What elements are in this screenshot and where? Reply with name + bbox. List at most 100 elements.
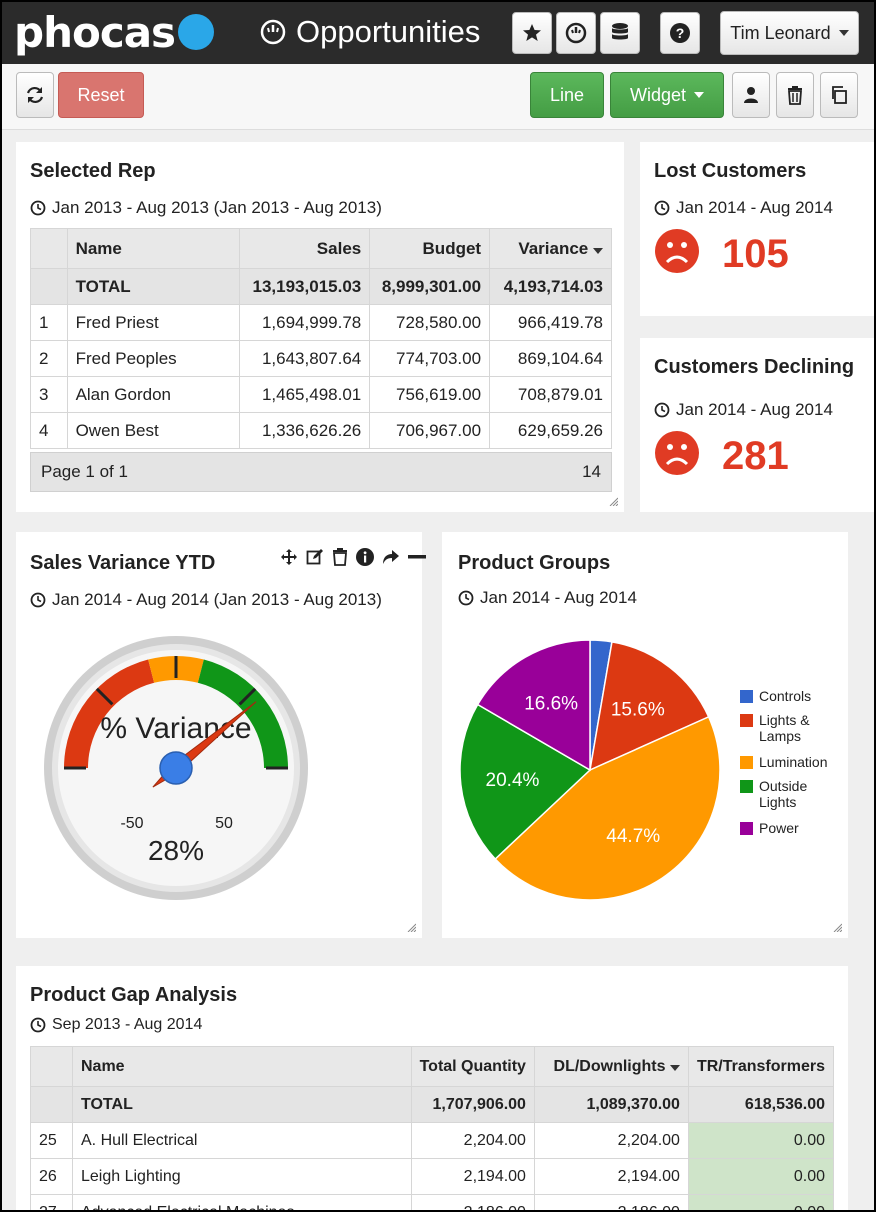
legend-item[interactable]: Outside Lights <box>740 778 840 810</box>
date-range: Jan 2014 - Aug 2014 <box>654 400 833 420</box>
panel-title: Lost Customers <box>654 160 807 182</box>
resize-handle-icon[interactable] <box>608 496 618 506</box>
line-button[interactable]: Line <box>530 72 604 118</box>
lost-customers-panel[interactable]: Lost Customers Jan 2014 - Aug 2014 105 <box>640 142 874 316</box>
gauge-tick <box>238 687 257 706</box>
gauge-min-label: -50 <box>120 815 143 832</box>
refresh-button[interactable] <box>16 72 54 118</box>
row-number <box>30 268 68 305</box>
table-row[interactable]: 27 Advanced Electrical Machines 2,186.00… <box>30 1194 835 1210</box>
column-header-total-quantity[interactable]: Total Quantity <box>410 1046 535 1087</box>
clock-icon <box>30 1017 46 1033</box>
chevron-down-icon <box>694 92 705 98</box>
legend-item[interactable]: Lights & Lamps <box>740 712 840 744</box>
column-header-transformers[interactable]: TR/Transformers <box>687 1046 835 1087</box>
copy-icon <box>832 86 847 104</box>
widget-toolbar <box>280 548 426 566</box>
table-row[interactable]: 2 Fred Peoples 1,643,807.64 774,703.00 8… <box>30 340 612 377</box>
clock-icon <box>30 200 46 216</box>
dashboards-button[interactable] <box>556 12 596 54</box>
info-icon[interactable] <box>356 548 374 566</box>
user-icon <box>744 87 758 103</box>
table-row[interactable]: 1 Fred Priest 1,694,999.78 728,580.00 96… <box>30 304 612 341</box>
rep-name[interactable]: Alan Gordon <box>66 376 241 413</box>
table-row[interactable]: 26 Leigh Lighting 2,194.00 2,194.00 0.00 <box>30 1158 835 1195</box>
sort-desc-icon <box>669 1064 680 1071</box>
column-header-variance[interactable]: Variance <box>489 228 612 269</box>
svg-text:?: ? <box>676 25 685 41</box>
column-header-downlights[interactable]: DL/Downlights <box>533 1046 689 1087</box>
user-menu-button[interactable]: Tim Leonard <box>720 11 859 55</box>
legend-swatch <box>740 756 753 769</box>
pie-slice-label: 44.7% <box>606 826 660 847</box>
copy-button[interactable] <box>820 72 858 118</box>
help-button[interactable]: ? <box>660 12 700 54</box>
total-label: TOTAL <box>72 1086 412 1123</box>
column-header-sales[interactable]: Sales <box>239 228 371 269</box>
gauge-tick <box>95 687 114 706</box>
panel-title: Product Gap Analysis <box>30 984 238 1006</box>
pie-slice-lights-lamps[interactable] <box>589 640 710 772</box>
selected-rep-panel: Selected Rep Jan 2013 - Aug 2013 (Jan 20… <box>16 142 624 512</box>
table-row[interactable]: 3 Alan Gordon 1,465,498.01 756,619.00 70… <box>30 376 612 413</box>
customer-name[interactable]: Leigh Lighting <box>72 1158 412 1195</box>
downlights-cell: 2,204.00 <box>533 1122 689 1159</box>
legend-item[interactable]: Power <box>740 820 840 836</box>
rep-name[interactable]: Fred Peoples <box>66 340 241 377</box>
minimize-icon[interactable] <box>408 548 426 566</box>
customer-name[interactable]: A. Hull Electrical <box>72 1122 412 1159</box>
pie-slice-label: 20.4% <box>486 770 540 791</box>
sales-cell: 1,336,626.26 <box>239 412 371 449</box>
share-user-button[interactable] <box>732 72 770 118</box>
row-count: 14 <box>582 462 601 481</box>
gauge-value-text: 28% <box>148 835 204 866</box>
date-range-text: Jan 2014 - Aug 2014 <box>480 588 637 607</box>
rep-name[interactable]: Fred Priest <box>66 304 241 341</box>
reset-button[interactable]: Reset <box>58 72 144 118</box>
gauge-max-label: 50 <box>215 815 233 832</box>
resize-handle-icon[interactable] <box>832 922 842 932</box>
clock-icon <box>654 200 670 216</box>
budget-cell: 706,967.00 <box>369 412 491 449</box>
table-row[interactable]: 25 A. Hull Electrical 2,204.00 2,204.00 … <box>30 1122 835 1159</box>
legend-swatch <box>740 822 753 835</box>
legend-item[interactable]: Lumination <box>740 754 840 770</box>
legend-label: Outside Lights <box>759 778 808 810</box>
budget-cell: 756,619.00 <box>369 376 491 413</box>
downlights-cell: 2,194.00 <box>533 1158 689 1195</box>
table-pager: Page 1 of 1 14 <box>30 452 612 492</box>
column-header-name[interactable]: Name <box>72 1046 412 1087</box>
gauge-label: % Variance <box>100 712 251 745</box>
pie-slice-power[interactable] <box>476 639 591 772</box>
resize-handle-icon[interactable] <box>406 922 416 932</box>
move-icon[interactable] <box>280 548 298 566</box>
quantity-cell: 2,194.00 <box>410 1158 535 1195</box>
legend-label: Power <box>759 820 799 836</box>
favorite-button[interactable] <box>512 12 552 54</box>
share-icon[interactable] <box>382 548 400 566</box>
delete-button[interactable] <box>776 72 814 118</box>
logo-dot-icon <box>178 14 214 50</box>
toolbar: Reset Line Widget <box>2 64 874 130</box>
sales-cell: 1,465,498.01 <box>239 376 371 413</box>
trash-icon[interactable] <box>332 548 348 566</box>
variance-gauge: % Variance -50 50 28% <box>44 636 308 900</box>
variance-cell: 966,419.78 <box>489 304 612 341</box>
column-header-budget[interactable]: Budget <box>369 228 491 269</box>
widget-dropdown-button[interactable]: Widget <box>610 72 724 118</box>
pie-slice-outside-lights[interactable] <box>459 703 592 861</box>
table-row[interactable]: 4 Owen Best 1,336,626.26 706,967.00 629,… <box>30 412 612 449</box>
widget-label: Widget <box>629 84 687 105</box>
legend-label: Controls <box>759 688 812 704</box>
databases-button[interactable] <box>600 12 640 54</box>
variance-header-label: Variance <box>518 238 589 258</box>
column-header-name[interactable]: Name <box>66 228 241 269</box>
customer-name[interactable]: Advanced Electrical Machines <box>72 1194 412 1210</box>
customers-declining-panel[interactable]: Customers Declining Jan 2014 - Aug 2014 … <box>640 338 874 512</box>
pie-slice-lumination[interactable] <box>494 715 721 901</box>
edit-icon[interactable] <box>306 548 324 566</box>
legend-item[interactable]: Controls <box>740 688 840 704</box>
phocas-logo[interactable]: phocas <box>14 8 176 57</box>
rep-name[interactable]: Owen Best <box>66 412 241 449</box>
